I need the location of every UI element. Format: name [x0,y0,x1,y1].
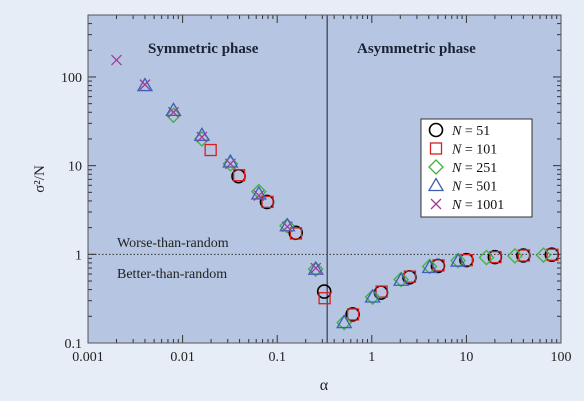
data-point [489,250,502,264]
data-point [318,292,331,305]
data-point [279,217,295,234]
data-point [450,252,466,269]
data-point [261,195,274,209]
legend-item: N = 501 [427,177,497,195]
data-point [310,262,322,274]
data-point [196,131,208,143]
legend-label: N = 251 [451,161,497,176]
data-point [336,314,353,331]
legend-marker [429,142,443,155]
y-tick-label: 10 [68,160,82,175]
data-point [421,258,438,275]
data-point [232,169,246,182]
x-tick-label: 10 [459,350,473,365]
series-5 [111,54,322,274]
data-point [307,261,324,278]
data-point [364,288,381,303]
data-point [421,259,438,274]
x-tick-label: 1 [368,350,375,365]
data-point [546,248,559,261]
data-point [507,247,523,264]
legend-item: N = 51 [428,122,490,139]
x-tick-label: 100 [551,350,572,365]
plot-frame [87,14,562,344]
data-point [167,106,179,118]
y-tick-label: 1 [75,248,82,263]
phase-label-symmetric: Symmetric phase [148,41,259,57]
series-3 [165,107,552,331]
data-point [204,143,217,157]
data-point [535,247,552,264]
data-point [222,155,239,172]
x-tick-label: 0.001 [72,350,104,365]
data-point [375,285,388,298]
x-tick-label: 0.1 [268,350,286,365]
x-axis-label: α [320,377,329,394]
legend: N = 51 N = 101 N = 251 N = 501 N = 1001 [420,118,533,218]
legend-marker [427,177,445,192]
annotation-better-than-random: Better-than-random [117,267,227,282]
data-point [289,227,303,240]
data-point [253,190,265,202]
data-point [478,249,495,266]
legend-label: N = 501 [451,180,497,195]
legend-label: N = 51 [451,124,490,139]
y-tick-label: 100 [61,71,82,86]
data-point [224,158,236,170]
data-point [279,217,296,232]
data-point [393,271,410,288]
data-point [517,249,531,262]
data-point [136,77,154,92]
phase-label-asymmetric: Asymmetric phase [357,41,476,57]
data-point [364,289,381,305]
data-point [281,221,293,233]
legend-label: N = 1001 [451,198,504,213]
data-point [450,252,467,267]
legend-label: N = 101 [451,143,497,158]
legend-marker [428,122,444,138]
y-tick-label: 0.1 [65,337,83,352]
data-point [139,79,151,91]
legend-item: N = 251 [428,159,497,176]
legend-item: N = 101 [429,142,497,158]
data-point [165,107,182,124]
data-point [111,54,122,66]
data-point [316,284,332,299]
data-point [346,308,360,321]
annotation-worse-than-random: Worse-than-random [117,236,229,251]
data-points [111,54,560,331]
y-axis-label: σ²/N [32,165,48,193]
x-tick-label: 0.01 [170,350,195,365]
data-point [307,260,324,275]
legend-marker [430,198,442,210]
data-point [336,314,353,329]
legend-item: N = 1001 [430,198,504,213]
data-point [392,271,410,286]
legend-marker [428,159,444,175]
x-axis-ticks: 0.001 0.01 0.1 1 10 100 [72,15,572,365]
